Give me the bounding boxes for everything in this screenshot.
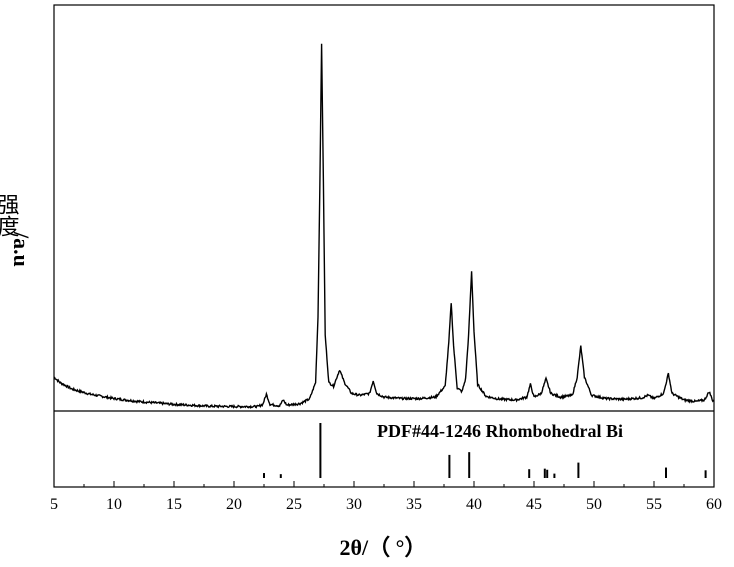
y-axis-title: 强度 /a.u xyxy=(0,193,34,267)
plot-frame xyxy=(54,5,714,487)
x-tick-label: 40 xyxy=(466,496,482,513)
xrd-pattern-series xyxy=(54,44,714,408)
x-tick-label: 20 xyxy=(226,496,242,513)
x-tick-label: 10 xyxy=(106,496,122,513)
xrd-pattern-line xyxy=(54,44,714,408)
x-tick-label: 50 xyxy=(586,496,602,513)
x-tick-label: 45 xyxy=(526,496,542,513)
x-tick-label: 5 xyxy=(50,496,58,513)
plot-border xyxy=(54,5,714,487)
y-axis-title-cn: 强度 xyxy=(0,193,20,237)
x-tick-label: 35 xyxy=(406,496,422,513)
x-tick-label: 30 xyxy=(346,496,362,513)
x-tick-label: 15 xyxy=(166,496,182,513)
x-tick-label: 55 xyxy=(646,496,662,513)
x-tick-label: 60 xyxy=(706,496,722,513)
reference-label: PDF#44-1246 Rhombohedral Bi xyxy=(377,421,623,441)
x-axis-ticks: 5 10 15 20 25 30 35 40 45 50 55 60 xyxy=(50,481,722,513)
x-axis-title: 2θ/（ °） xyxy=(340,535,427,560)
x-tick-label: 25 xyxy=(286,496,302,513)
y-axis-title-unit: /a.u xyxy=(9,231,34,267)
